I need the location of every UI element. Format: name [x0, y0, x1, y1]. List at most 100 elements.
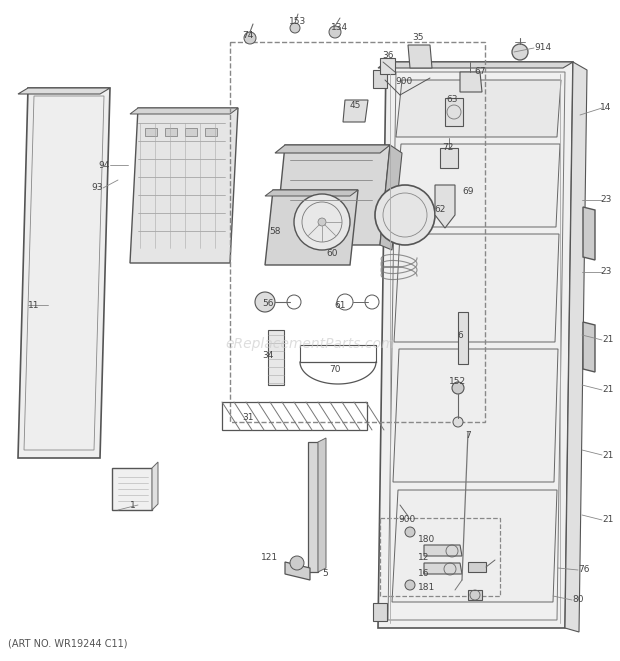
Text: 35: 35 [412, 34, 423, 42]
Polygon shape [424, 563, 462, 574]
Text: 67: 67 [474, 67, 485, 77]
Text: 180: 180 [418, 535, 435, 545]
Circle shape [453, 417, 463, 427]
Polygon shape [112, 468, 152, 510]
Polygon shape [396, 80, 561, 137]
Bar [380, 58, 395, 74]
Polygon shape [424, 545, 462, 556]
Bar [373, 70, 387, 88]
Polygon shape [130, 108, 238, 114]
Text: 62: 62 [435, 206, 446, 215]
Polygon shape [435, 185, 455, 228]
Polygon shape [265, 190, 358, 265]
Bar [373, 603, 387, 621]
Polygon shape [275, 145, 390, 245]
Polygon shape [408, 45, 432, 68]
Circle shape [405, 580, 415, 590]
Text: eReplacementParts.com: eReplacementParts.com [225, 336, 395, 351]
Bar [222, 402, 367, 430]
Bar [185, 128, 197, 136]
Text: 45: 45 [349, 100, 361, 110]
Text: (ART NO. WR19244 C11): (ART NO. WR19244 C11) [8, 639, 128, 649]
Circle shape [329, 26, 341, 38]
Text: 36: 36 [383, 50, 394, 59]
Text: 914: 914 [534, 44, 551, 52]
Polygon shape [393, 349, 558, 482]
Circle shape [244, 32, 256, 44]
Text: 121: 121 [261, 553, 278, 563]
Bar [145, 128, 157, 136]
Text: 23: 23 [600, 268, 611, 276]
Bar [468, 590, 482, 600]
Text: 56: 56 [262, 299, 274, 307]
Polygon shape [378, 62, 573, 628]
Polygon shape [565, 62, 587, 632]
Polygon shape [318, 438, 326, 572]
Circle shape [375, 185, 435, 245]
Circle shape [294, 194, 350, 250]
Bar [205, 128, 217, 136]
Polygon shape [378, 62, 573, 68]
Text: 80: 80 [572, 596, 583, 605]
Polygon shape [460, 72, 482, 92]
Text: 14: 14 [600, 104, 611, 112]
Text: 21: 21 [602, 385, 613, 395]
Text: 31: 31 [242, 414, 254, 422]
Text: 5: 5 [322, 568, 328, 578]
Polygon shape [268, 330, 284, 385]
Polygon shape [265, 190, 358, 196]
Text: 58: 58 [269, 227, 281, 237]
Text: 900: 900 [395, 77, 412, 87]
Text: 134: 134 [332, 24, 348, 32]
Polygon shape [130, 108, 238, 263]
Text: 16: 16 [418, 568, 430, 578]
Text: 153: 153 [290, 17, 307, 26]
Text: 93: 93 [92, 184, 103, 192]
Polygon shape [308, 442, 318, 572]
Circle shape [318, 218, 326, 226]
Polygon shape [583, 207, 595, 260]
Text: 900: 900 [398, 516, 415, 524]
Text: 181: 181 [418, 584, 435, 592]
Polygon shape [394, 234, 559, 342]
Text: 70: 70 [329, 366, 341, 375]
Circle shape [452, 382, 464, 394]
Circle shape [512, 44, 528, 60]
Text: 69: 69 [463, 188, 474, 196]
Polygon shape [440, 148, 458, 168]
Text: 94: 94 [99, 161, 110, 169]
Bar [165, 128, 177, 136]
Polygon shape [18, 88, 110, 458]
Polygon shape [583, 322, 595, 372]
Circle shape [255, 292, 275, 312]
Text: 152: 152 [450, 377, 467, 387]
Circle shape [405, 527, 415, 537]
Text: 23: 23 [600, 196, 611, 204]
Polygon shape [380, 145, 402, 250]
Text: 21: 21 [602, 516, 613, 524]
Bar [445, 98, 463, 126]
Text: 21: 21 [602, 451, 613, 459]
Polygon shape [392, 490, 557, 602]
Polygon shape [18, 88, 110, 94]
Text: 21: 21 [602, 336, 613, 344]
Text: 63: 63 [446, 95, 458, 104]
Polygon shape [285, 562, 310, 580]
Polygon shape [152, 462, 158, 510]
Circle shape [290, 23, 300, 33]
Text: 1: 1 [130, 500, 136, 510]
Text: 61: 61 [334, 301, 346, 309]
Bar [230, 42, 485, 422]
Bar [380, 518, 500, 596]
Text: 74: 74 [242, 30, 254, 40]
Text: 72: 72 [442, 143, 454, 153]
Text: 12: 12 [418, 553, 430, 563]
Polygon shape [275, 145, 390, 153]
Polygon shape [395, 144, 560, 227]
Text: 34: 34 [262, 350, 273, 360]
Bar [468, 562, 486, 572]
Text: 7: 7 [465, 430, 471, 440]
Polygon shape [343, 100, 368, 122]
Text: 11: 11 [28, 301, 40, 309]
Bar [458, 312, 468, 364]
